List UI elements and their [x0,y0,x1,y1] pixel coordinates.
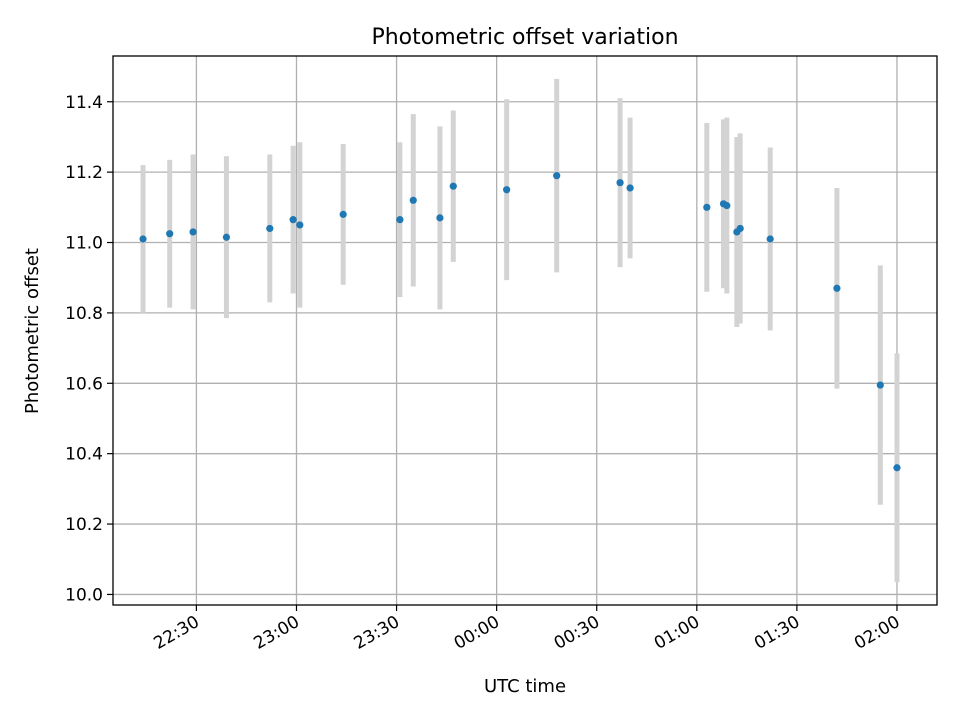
data-point [449,182,457,190]
data-point [396,216,404,224]
chart-title: Photometric offset variation [371,25,678,50]
data-points [139,172,901,472]
data-point [553,172,561,180]
data-point [766,235,774,243]
y-axis-label: Photometric offset [22,248,43,414]
data-point [703,203,711,211]
y-tick-label: 11.0 [65,234,103,254]
data-point [833,284,841,292]
y-tick-label: 10.8 [65,304,103,324]
grid [113,56,937,605]
data-point [409,196,417,204]
data-point [736,224,744,233]
data-point [626,184,634,192]
data-point [222,233,231,241]
y-tick-label: 10.0 [65,585,103,605]
data-point [616,179,624,187]
plot-frame [112,55,938,606]
data-point [289,216,297,224]
y-axis-ticks: 10.0 10.2 10.4 10.6 10.8 11.0 11.2 11.4 [65,93,113,605]
data-point [503,186,511,194]
data-point [893,464,901,472]
y-tick-label: 10.6 [65,374,103,394]
data-point [876,381,884,389]
y-tick-label: 10.4 [65,445,103,465]
data-point [436,214,444,222]
data-point [139,235,147,243]
data-point [723,201,731,210]
data-point [189,228,197,236]
data-point [339,210,347,218]
data-point [166,230,174,238]
y-tick-label: 11.4 [65,93,103,113]
data-point [296,221,304,229]
data-point [266,224,274,233]
x-axis-label: UTC time [484,676,566,697]
y-tick-label: 11.2 [65,163,103,183]
y-tick-label: 10.2 [65,515,103,535]
